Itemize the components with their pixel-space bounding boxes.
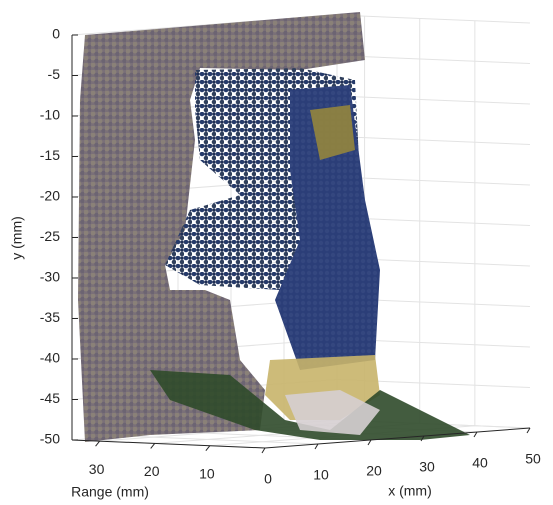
x-axis-label: x (mm) bbox=[388, 483, 432, 499]
x-tick-label: 10 bbox=[313, 467, 329, 483]
z-tick bbox=[150, 443, 156, 449]
y-tick-label: -25 bbox=[40, 228, 60, 244]
grid-line bbox=[336, 176, 531, 186]
y-tick-label: -30 bbox=[40, 269, 60, 285]
x-tick bbox=[261, 447, 266, 454]
x-tick-label: 0 bbox=[264, 471, 272, 487]
y-tick-label: -50 bbox=[40, 431, 60, 447]
y-tick-label: -10 bbox=[40, 107, 60, 123]
grid-line bbox=[124, 435, 319, 445]
y-tick-label: 0 bbox=[52, 26, 60, 42]
z-tick-label: 30 bbox=[89, 461, 105, 477]
y-axis-label: y (mm) bbox=[9, 216, 25, 260]
wall-points bbox=[78, 12, 365, 442]
y-tick-label: -40 bbox=[40, 350, 60, 366]
grid-line bbox=[336, 217, 531, 226]
face-points bbox=[310, 105, 355, 160]
axis-line bbox=[264, 427, 531, 449]
x-tick bbox=[526, 427, 531, 434]
grid-line bbox=[336, 136, 531, 145]
x-tick bbox=[420, 435, 425, 442]
x-tick bbox=[367, 439, 372, 446]
grid-line bbox=[336, 14, 531, 24]
axes: 0 -5 -10 -15 -20 -25 -30 -35 -40 -45 -50 0 10 20 30 40 5… bbox=[40, 26, 541, 487]
ground-points bbox=[150, 370, 470, 440]
z-axis-label: Range (mm) bbox=[71, 484, 149, 500]
figure-body-points bbox=[275, 85, 380, 370]
z-tick-label: 20 bbox=[144, 463, 160, 479]
base-points bbox=[285, 390, 380, 435]
point-cloud bbox=[78, 12, 470, 442]
z-tick bbox=[205, 445, 211, 452]
y-tick-label: -5 bbox=[48, 66, 61, 82]
x-tick bbox=[473, 431, 478, 438]
y-tick-label: -20 bbox=[40, 188, 60, 204]
x-tick-label: 40 bbox=[472, 455, 488, 471]
x-tick-label: 50 bbox=[525, 451, 541, 467]
x-tick bbox=[314, 443, 319, 450]
x-tick-label: 30 bbox=[419, 459, 435, 475]
y-tick-label: -15 bbox=[40, 147, 60, 163]
y-tick-label: -35 bbox=[40, 309, 60, 325]
z-tick bbox=[95, 440, 100, 447]
z-tick-label: 10 bbox=[199, 465, 215, 481]
grid-line bbox=[336, 95, 531, 105]
x-tick-label: 20 bbox=[366, 463, 382, 479]
grid-line bbox=[336, 55, 531, 64]
y-tick-label: -45 bbox=[40, 390, 60, 406]
axis-line bbox=[71, 439, 266, 449]
